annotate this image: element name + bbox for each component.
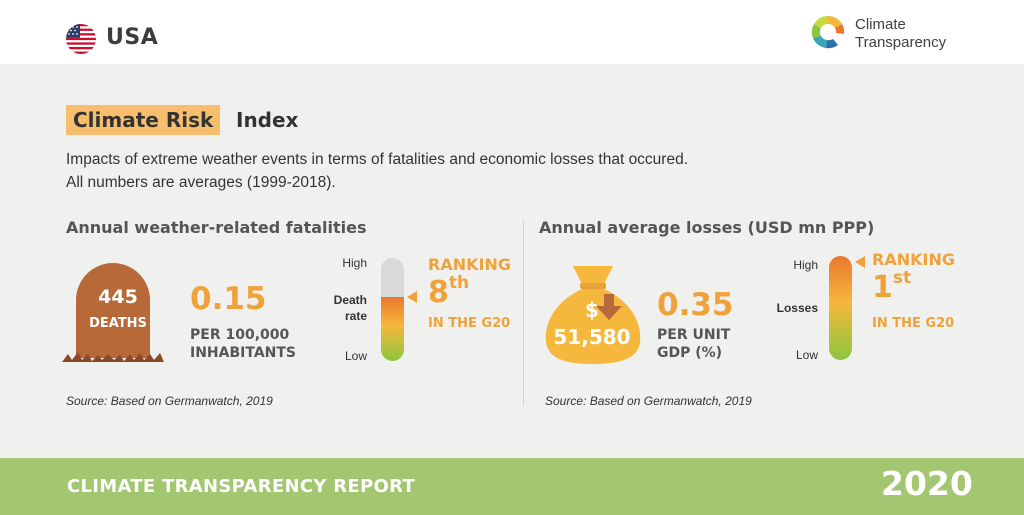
- fatalities-ranking-suffix: th: [448, 273, 470, 293]
- gdp-sub-2: GDP (%): [657, 345, 723, 361]
- death-rate-sub-1: PER 100,000: [190, 327, 290, 343]
- country-name: USA: [106, 25, 159, 50]
- fatalities-gauge-high: High: [342, 256, 367, 270]
- losses-gauge: [829, 256, 852, 360]
- description-line-2: All numbers are averages (1999-2018).: [66, 174, 336, 191]
- fatalities-gauge-label-1: Death: [333, 293, 367, 307]
- losses-gauge-low: Low: [795, 348, 818, 362]
- gauge-fill: [829, 256, 852, 360]
- title-rest: Index: [236, 108, 299, 132]
- logo-line-1: Climate: [855, 16, 906, 33]
- logo-line-2: Transparency: [855, 34, 947, 51]
- losses-value: 51,580: [553, 325, 631, 349]
- losses-source: Source: Based on Germanwatch, 2019: [545, 394, 752, 408]
- losses-section-title: Annual average losses (USD mn PPP): [539, 218, 875, 237]
- gdp-value: 0.35: [657, 287, 734, 323]
- money-bag-icon: $: [545, 266, 641, 364]
- fatalities-ranking-number: 8th: [428, 273, 470, 310]
- us-flag-icon: [66, 24, 96, 54]
- ranking-pointer-icon: [855, 256, 865, 268]
- gauge-empty: [381, 258, 404, 297]
- footer-title: CLIMATE TRANSPARENCY REPORT: [67, 476, 416, 497]
- footer: [0, 458, 1024, 515]
- footer-year: 2020: [881, 464, 973, 503]
- losses-ranking-word: RANKING: [872, 250, 955, 269]
- deaths-value: 445: [98, 286, 138, 308]
- death-rate-value: 0.15: [190, 281, 267, 317]
- description-line-1: Impacts of extreme weather events in ter…: [66, 151, 689, 168]
- logo-text: Climate Transparency: [855, 16, 946, 52]
- fatalities-ranking-scope: IN THE G20: [428, 316, 511, 331]
- gauge-fill: [381, 297, 404, 361]
- losses-ranking-suffix: st: [892, 268, 912, 288]
- ranking-pointer-icon: [407, 291, 417, 303]
- fatalities-section-title: Annual weather-related fatalities: [66, 218, 367, 237]
- header: USA Climate Transparency: [0, 0, 1024, 64]
- title-highlight: Climate Risk: [66, 105, 221, 135]
- death-rate-sub-2: INHABITANTS: [190, 345, 297, 361]
- death-rate-gauge: [381, 258, 404, 361]
- tombstone-icon: [62, 263, 164, 362]
- gdp-sub-1: PER UNIT: [657, 327, 731, 343]
- losses-ranking-scope: IN THE G20: [872, 316, 955, 331]
- fatalities-ranking-word: RANKING: [428, 255, 511, 274]
- losses-gauge-high: High: [793, 258, 818, 272]
- bag-dollar-symbol: $: [585, 298, 599, 322]
- fatalities-gauge-low: Low: [344, 349, 367, 363]
- fatalities-gauge-label-2: rate: [344, 309, 367, 323]
- deaths-label: DEATHS: [89, 316, 147, 331]
- fatalities-ranking-num: 8: [428, 275, 449, 310]
- losses-gauge-label: Losses: [776, 301, 818, 315]
- losses-ranking-number: 1st: [872, 268, 912, 305]
- fatalities-source: Source: Based on Germanwatch, 2019: [66, 394, 273, 408]
- description: Impacts of extreme weather events in ter…: [66, 148, 688, 194]
- section-divider: [523, 220, 524, 406]
- climate-transparency-logo-icon: [811, 15, 845, 49]
- losses-ranking-num: 1: [872, 270, 893, 305]
